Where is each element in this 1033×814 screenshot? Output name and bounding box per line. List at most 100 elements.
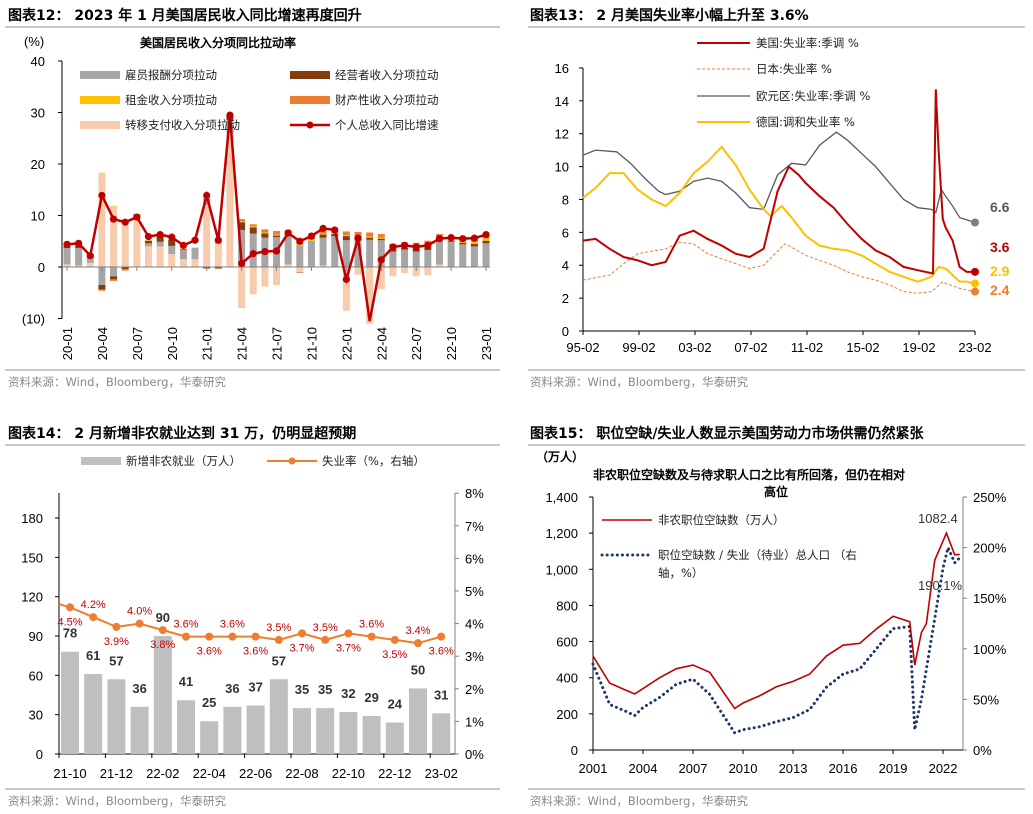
payroll-bar-label: 57 — [109, 653, 123, 668]
legend-label: 转移支付收入分项拉动 — [125, 118, 240, 132]
y-tick-label: 30 — [29, 708, 43, 723]
y-tick-label: 0 — [571, 743, 578, 758]
total-income-point — [424, 241, 432, 249]
y-tick-label: 600 — [556, 635, 578, 650]
figure-14: 图表14： 2 月新增非农就业达到 31 万，仍明显超预期 180 150 120 9… — [5, 425, 500, 808]
y-tick-label: 0 — [36, 747, 43, 762]
bar-transfer — [389, 267, 397, 277]
payroll-bar — [153, 636, 172, 754]
bar-employee — [482, 243, 490, 267]
bar-business — [482, 240, 490, 244]
bar-property — [98, 289, 106, 291]
bar-transfer — [63, 264, 71, 267]
unemployment-point — [344, 629, 353, 638]
y-tick-label: 10 — [555, 160, 569, 175]
bar-business — [447, 240, 455, 242]
y-tick-label: 10 — [31, 209, 45, 224]
source-note: 资料来源：Wind，Bloomberg，华泰研究 — [8, 375, 226, 389]
source-note: 资料来源：Wind，Bloomberg，华泰研究 — [530, 794, 748, 808]
payroll-bar-label: 36 — [132, 681, 146, 696]
bar-rent — [342, 235, 350, 237]
x-tick-label: 22-10 — [332, 766, 365, 781]
total-income-point — [98, 191, 106, 200]
unemployment-point — [414, 639, 422, 648]
y-tick-label: (10) — [22, 312, 45, 327]
unemployment-point — [135, 619, 144, 628]
x-tick-label: 11-02 — [791, 340, 823, 355]
payroll-bar-label: 37 — [248, 679, 262, 694]
bar-business — [470, 243, 478, 247]
bar-business — [121, 267, 129, 270]
bar-employee — [424, 250, 432, 267]
y-tick-label: 400 — [556, 671, 578, 686]
eurozone-unemployment-line — [582, 131, 976, 224]
legend-swatch — [80, 71, 120, 79]
figure-15-plot: 1,400 1,200 1,000 800 600 400 200 0 250% 200% 150%… — [545, 490, 1006, 776]
x-tick-label: 23-01 — [479, 327, 494, 360]
payroll-bar — [409, 688, 427, 754]
unemployment-label: 3.5% — [266, 622, 291, 634]
payroll-bar-label: 35 — [295, 682, 309, 697]
bar-property — [319, 230, 327, 234]
bar-employee — [470, 246, 478, 267]
y-tick-label-right: 3% — [465, 649, 484, 664]
bar-transfer — [273, 267, 281, 286]
bar-employee — [435, 240, 443, 265]
x-tick-label: 22-10 — [444, 327, 459, 360]
y-tick-label: 200 — [556, 707, 578, 722]
x-tick-label: 95-02 — [566, 340, 599, 355]
unemployment-label: 3.6% — [197, 646, 222, 658]
x-tick-label: 22-06 — [239, 766, 272, 781]
bar-rent — [482, 238, 490, 241]
figure-13: 图表13： 2 月美国失业率小幅上升至 3.6% 16 14 12 10 8 6 4 2 095… — [528, 7, 1025, 389]
y-tick-label: 0 — [38, 260, 45, 275]
bar-transfer — [203, 205, 211, 267]
bar-transfer — [284, 264, 292, 267]
legend-label: 租金收入分项拉动 — [125, 93, 217, 107]
legend-label: 个人总收入同比增速 — [335, 118, 439, 132]
y-tick-label: 180 — [21, 511, 43, 526]
bar-business — [156, 236, 164, 242]
total-income-point — [109, 215, 118, 223]
bar-employee — [366, 239, 374, 267]
x-tick-label: 15-02 — [846, 340, 879, 355]
bar-transfer — [121, 225, 129, 267]
bar-rent — [273, 234, 281, 236]
bar-transfer — [296, 267, 304, 273]
bar-transfer — [238, 267, 246, 309]
bar-property — [342, 231, 350, 236]
unemployment-point — [182, 632, 190, 641]
bar-employee — [447, 241, 455, 267]
bar-transfer — [75, 265, 83, 267]
legend-label: 新增非农就业（万人） — [126, 454, 241, 468]
legend-label: 财产性收入分项拉动 — [335, 93, 439, 107]
japan-end-point — [971, 287, 979, 296]
y-tick-label: 1,000 — [545, 562, 578, 577]
unemployment-point — [274, 635, 283, 644]
bar-transfer — [366, 267, 374, 324]
total-income-point — [63, 240, 71, 248]
bar-business — [214, 267, 222, 269]
payroll-bar-label: 29 — [364, 690, 378, 705]
unemployment-point — [367, 632, 376, 641]
us-end-point — [971, 267, 979, 276]
total-income-point — [331, 226, 339, 234]
bar-transfer — [86, 262, 94, 267]
x-tick-label: 21-12 — [100, 766, 133, 781]
unemployment-label: 3.6% — [429, 646, 454, 658]
bar-employee — [342, 240, 350, 267]
payroll-bar-label: 31 — [434, 687, 448, 702]
bar-property — [238, 219, 246, 222]
unemployment-label: 3.7% — [336, 642, 361, 654]
bar-rent — [144, 240, 152, 241]
total-income-point — [226, 111, 234, 119]
bar-employee — [284, 235, 292, 265]
x-tick-label: 23-02 — [958, 340, 991, 355]
payroll-bar-label: 35 — [318, 682, 332, 697]
payroll-bar-label: 41 — [179, 674, 193, 689]
unemployment-point — [437, 632, 446, 641]
total-income-line — [66, 114, 487, 322]
bar-business — [296, 272, 304, 273]
bar-rent — [307, 239, 315, 241]
total-income-point — [168, 233, 176, 241]
